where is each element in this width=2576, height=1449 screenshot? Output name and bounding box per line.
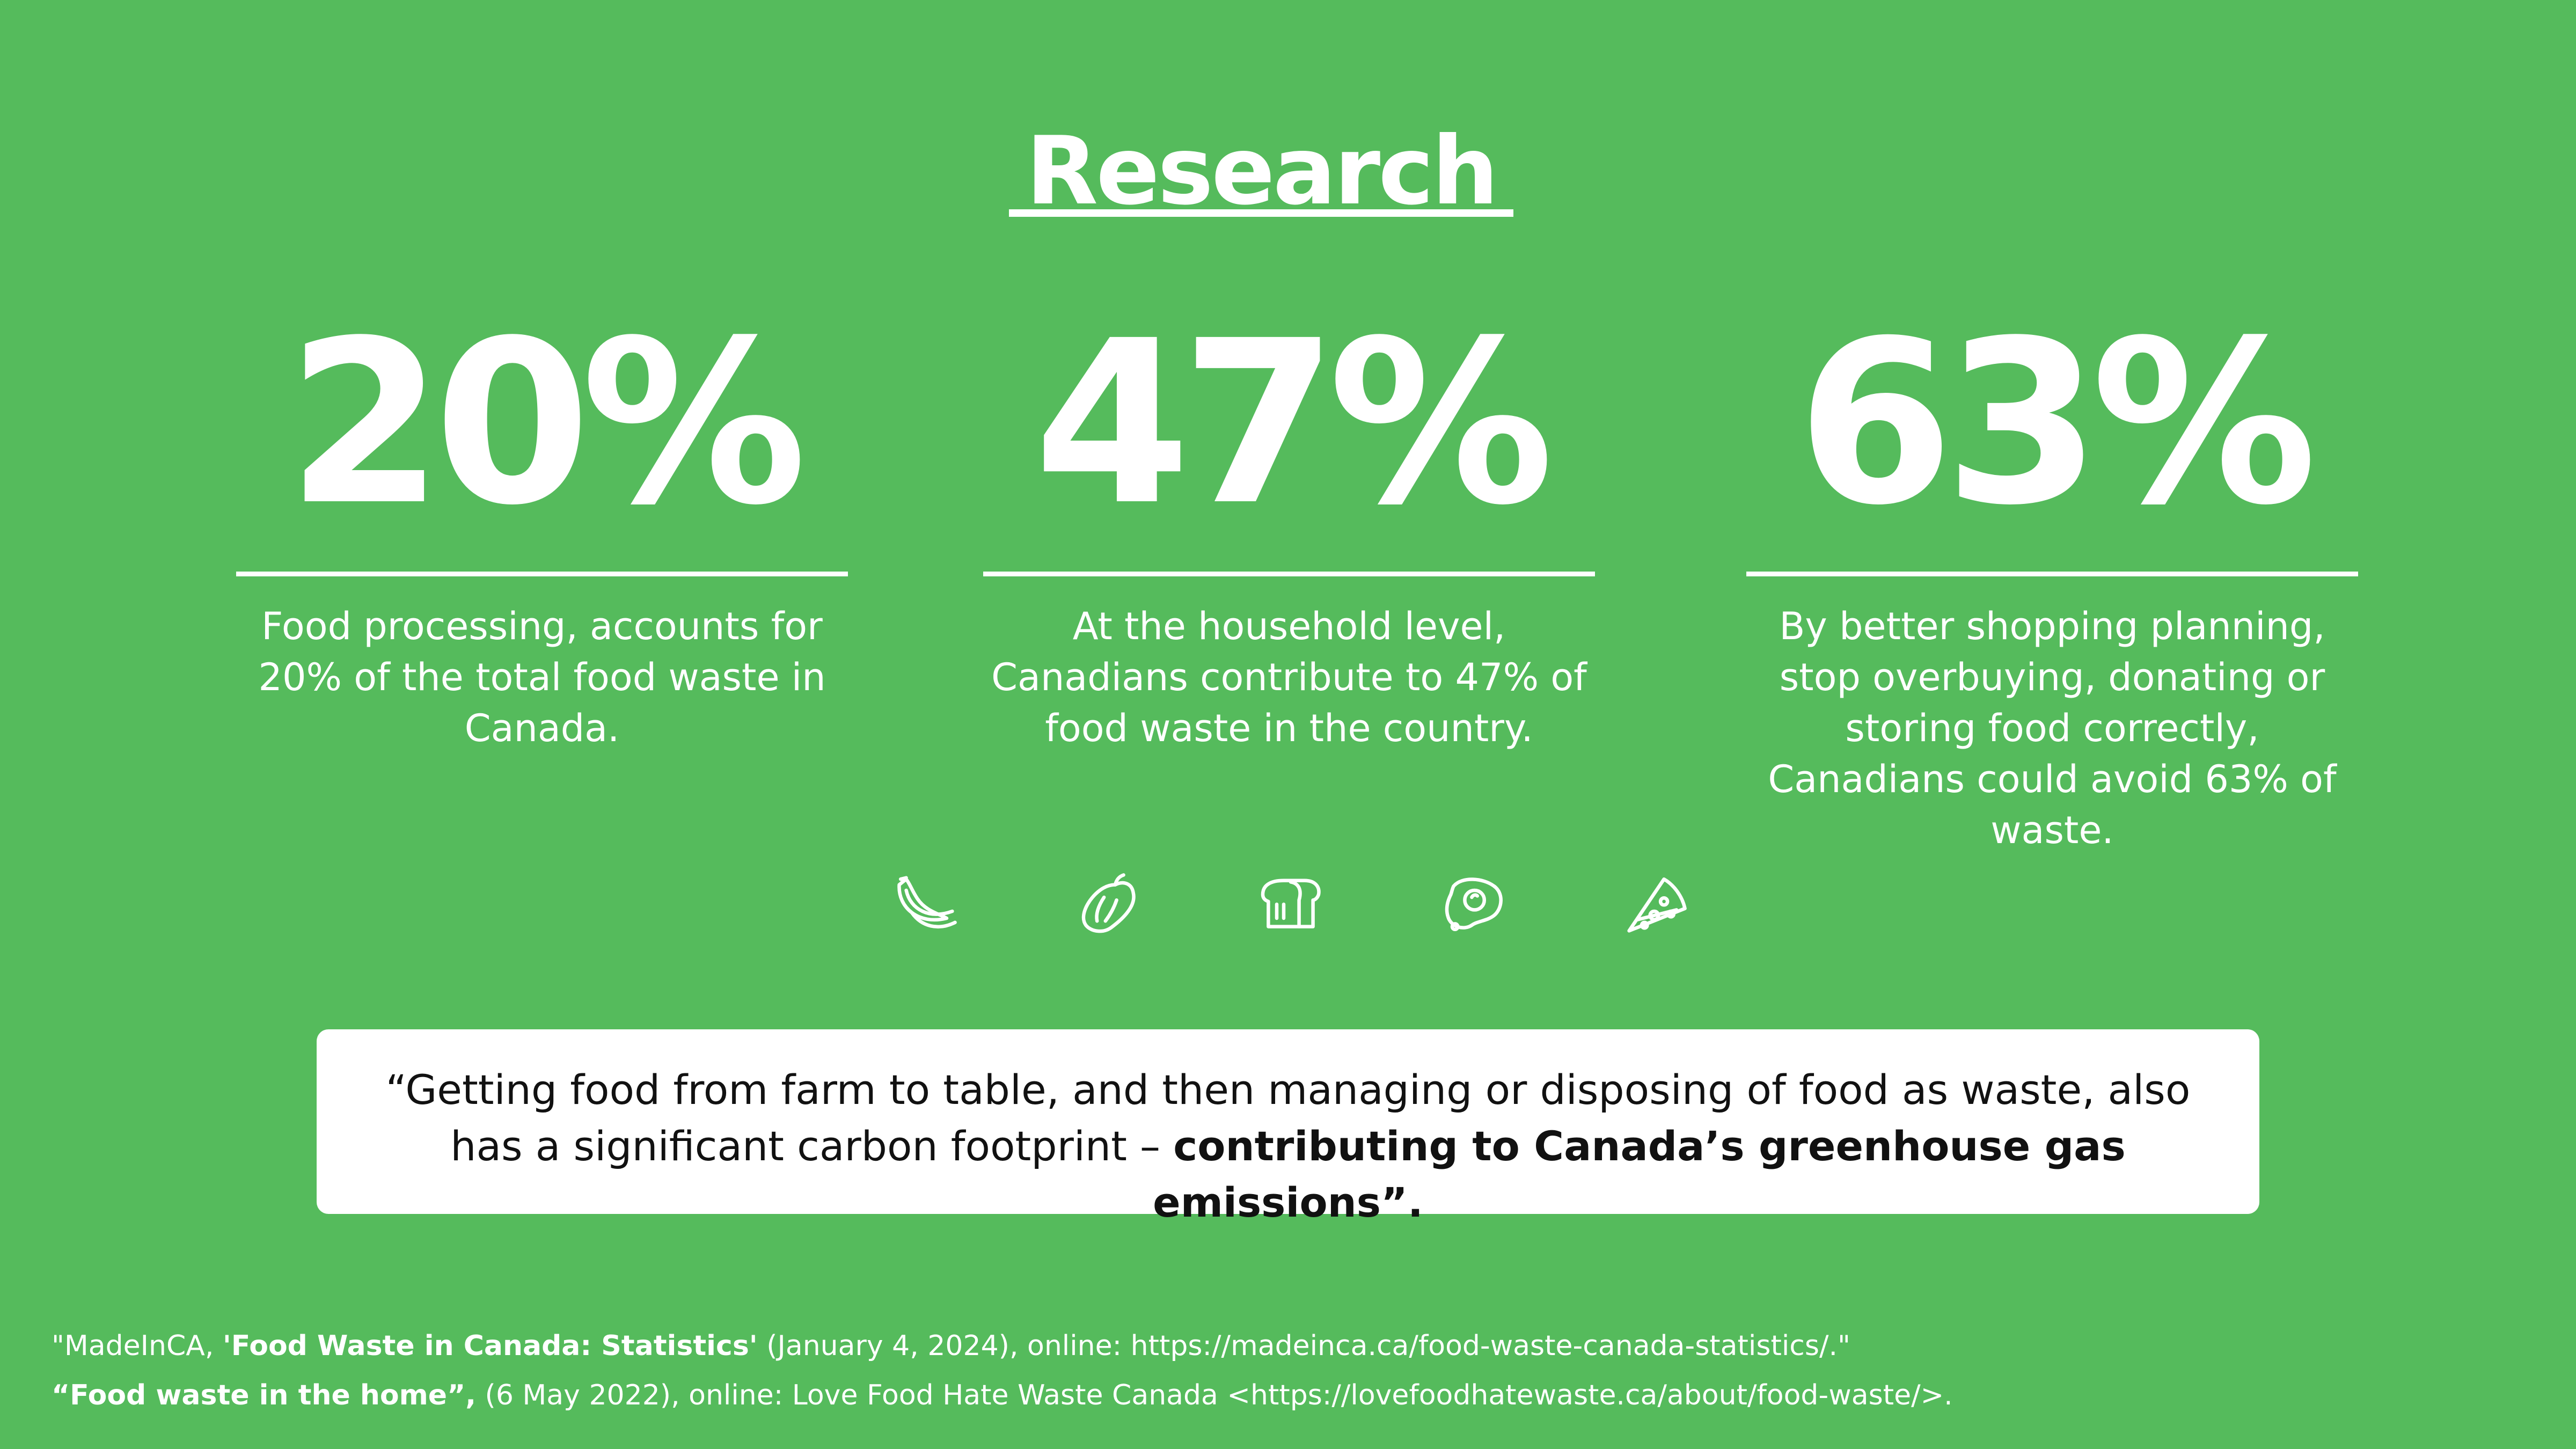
stat-divider [1746,572,2358,576]
food-icons-row [891,869,1696,939]
reference-2: “Food waste in the home”, (6 May 2022), … [52,1371,2520,1420]
pepper-icon [1073,869,1143,939]
title-underline [1009,209,1513,217]
stat-value: 47% [1034,292,1554,555]
page-title: Research [1026,117,1498,226]
pizza-slice-icon [1621,869,1690,939]
fried-egg-icon [1438,869,1508,939]
stat-divider [236,572,848,576]
quote-bold-text: contributing to Canada’s greenhouse gas … [1153,1122,2126,1226]
stat-card-3: 63% By better shopping planning, stop ov… [1746,292,2358,852]
reference-suffix: (6 May 2022), online: Love Food Hate Was… [476,1379,1953,1411]
quote-plain-text: “Getting food from farm to table, and th… [385,1066,2191,1170]
references: "MadeInCA, 'Food Waste in Canada: Statis… [52,1321,2520,1420]
reference-prefix: "MadeInCA, [52,1330,223,1362]
quote-box: “Getting food from farm to table, and th… [317,1029,2259,1226]
stat-divider [983,572,1595,576]
stat-card-2: 47% At the household level, Canadians co… [983,292,1595,750]
stat-value: 20% [287,292,807,555]
quote-text: “Getting food from farm to table, and th… [349,1062,2227,1231]
stat-description: By better shopping planning, stop overbu… [1768,604,2337,852]
stat-card-1: 20% Food processing, accounts for 20% of… [236,292,848,750]
stat-description: At the household level, Canadians contri… [991,604,1587,750]
stat-value: 63% [1797,292,2317,555]
stat-description: Food processing, accounts for 20% of the… [258,604,826,750]
banana-icon [891,869,961,939]
reference-suffix: (January 4, 2024), online: https://madei… [757,1330,1850,1362]
reference-1: "MadeInCA, 'Food Waste in Canada: Statis… [52,1321,2520,1371]
bread-icon [1256,869,1326,939]
reference-title: “Food waste in the home”, [52,1379,476,1411]
reference-title: 'Food Waste in Canada: Statistics' [222,1330,758,1362]
